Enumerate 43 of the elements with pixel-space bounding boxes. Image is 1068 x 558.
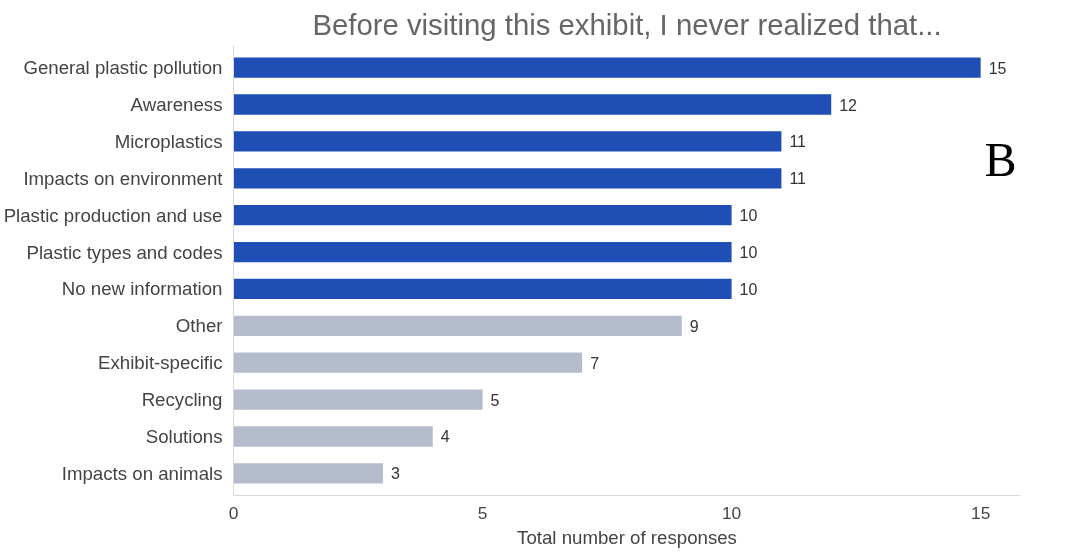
y-tick-label: Exhibit-specific [98, 352, 223, 374]
data-label: 10 [739, 244, 758, 262]
y-tick-label: Microplastics [114, 130, 223, 152]
bar [233, 352, 583, 373]
bar [233, 241, 732, 263]
y-tick-label: No new information [61, 278, 223, 300]
x-tick-label: 15 [971, 502, 991, 523]
y-tick-label: Other [175, 315, 223, 337]
y-tick-label: Impacts on environment [23, 167, 224, 189]
y-tick-label: General plastic pollution [23, 57, 223, 79]
bar [233, 315, 682, 336]
bar [233, 168, 782, 189]
chart-title: Before visiting this exhibit, I never realized that... [312, 7, 942, 41]
data-label: 4 [440, 428, 450, 446]
y-tick-label: Plastic types and codes [26, 241, 223, 263]
y-tick-label: Awareness [130, 94, 223, 116]
bar [233, 426, 433, 447]
bar [233, 389, 483, 410]
data-label: 9 [689, 317, 699, 335]
data-label: 15 [988, 59, 1007, 77]
bar [233, 205, 732, 226]
x-tick-label: 5 [477, 502, 488, 523]
y-tick-label: Recycling [141, 389, 223, 411]
annotation: B [984, 133, 1017, 187]
bar [233, 278, 732, 300]
data-label: 3 [390, 465, 400, 483]
data-label: 10 [739, 280, 758, 298]
x-tick-label: 0 [228, 502, 239, 523]
y-tick-label: Plastic production and use [3, 204, 223, 226]
data-label: 11 [789, 170, 807, 188]
x-axis-title: Total number of responses [517, 526, 737, 548]
bar [233, 57, 981, 78]
data-label: 7 [590, 354, 600, 372]
y-tick-label: Impacts on animals [61, 462, 223, 484]
y-tick-label: Solutions [145, 425, 223, 447]
data-label: 10 [739, 207, 758, 225]
bar [233, 94, 832, 115]
data-label: 12 [839, 96, 858, 114]
data-label: 11 [789, 133, 807, 151]
data-label: 5 [490, 391, 500, 409]
x-tick-label: 10 [721, 502, 742, 523]
bar [233, 131, 782, 152]
bar [233, 463, 383, 484]
